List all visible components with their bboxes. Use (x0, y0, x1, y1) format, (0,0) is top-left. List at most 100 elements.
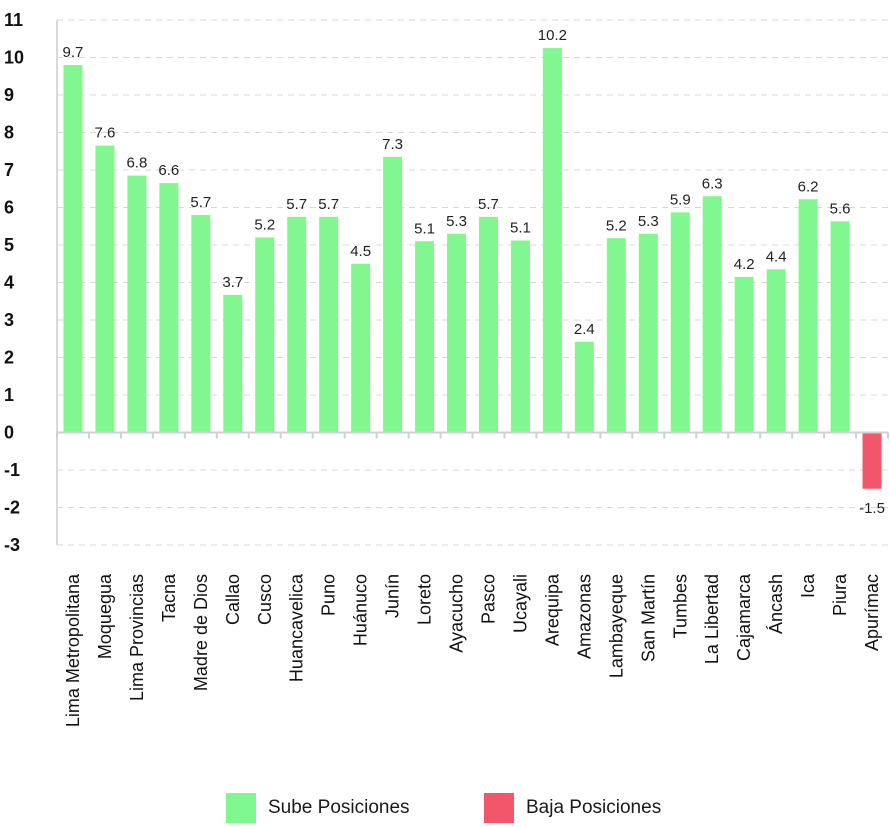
x-tick-label: Arequipa (542, 573, 562, 646)
x-tick-label: Lima Provincias (127, 574, 147, 701)
x-tick-label: Madre de Dios (191, 574, 211, 691)
bar (223, 294, 243, 433)
data-label: 5.7 (478, 196, 499, 213)
x-tick-label: Áncash (766, 574, 786, 634)
y-tick-label: 6 (4, 198, 14, 218)
bar (670, 212, 690, 433)
x-tick-label: Huancavelica (287, 573, 307, 682)
y-tick-label: 10 (4, 48, 24, 68)
bar (734, 276, 754, 433)
data-label: 5.3 (446, 213, 467, 230)
legend-swatch-sube (226, 793, 256, 823)
bar (127, 175, 147, 433)
bar (415, 241, 435, 433)
x-tick-label: Moquegua (95, 573, 115, 659)
y-tick-label: 8 (4, 123, 14, 143)
data-label: 6.8 (126, 155, 147, 172)
y-tick-label: -3 (4, 535, 20, 555)
x-tick-label: La Libertad (702, 574, 722, 664)
bar (319, 216, 339, 433)
data-label: 5.3 (638, 213, 659, 230)
data-label: 5.7 (318, 196, 339, 213)
bar (574, 341, 594, 433)
x-tick-label: Lambayeque (606, 574, 626, 678)
data-label: 6.3 (702, 175, 723, 192)
x-tick-label: Apurímac (862, 574, 882, 651)
bar (478, 216, 498, 433)
x-tick-label: Amazonas (574, 574, 594, 659)
x-tick-label: Ica (798, 573, 818, 598)
data-label: 5.7 (190, 194, 211, 211)
legend: Sube Posiciones Baja Posiciones (0, 790, 890, 826)
legend-item-sube: Sube Posiciones (226, 790, 410, 826)
data-label: 2.4 (574, 321, 595, 338)
x-tick-label: Cusco (255, 574, 275, 625)
data-label: 5.2 (606, 217, 627, 234)
data-label: 5.1 (510, 220, 531, 237)
legend-label-baja: Baja Posiciones (526, 797, 662, 818)
data-label: -1.5 (859, 500, 885, 517)
x-tick-label: Junín (383, 574, 403, 618)
bar (766, 269, 786, 433)
bar (447, 233, 467, 433)
x-tick-label: Puno (319, 574, 339, 616)
data-label: 6.6 (158, 162, 179, 179)
data-label: 5.1 (414, 220, 435, 237)
y-tick-label: 0 (4, 423, 14, 443)
bar (159, 183, 179, 433)
bar (351, 263, 371, 433)
bar (638, 233, 658, 433)
x-tick-label: Tumbes (670, 574, 690, 638)
bar (830, 221, 850, 433)
data-label: 5.2 (254, 217, 275, 234)
y-tick-label: 9 (4, 85, 14, 105)
data-label: 10.2 (538, 27, 567, 44)
data-label: 7.3 (382, 136, 403, 153)
y-tick-label: 3 (4, 310, 14, 330)
data-label: 5.9 (670, 191, 691, 208)
bar (191, 215, 211, 433)
data-label: 5.7 (286, 196, 307, 213)
x-tick-label: Loreto (415, 574, 435, 625)
y-tick-label: -2 (4, 498, 20, 518)
bar (542, 48, 562, 433)
bar (383, 156, 403, 433)
bar (95, 145, 115, 433)
x-tick-label: Ucayali (510, 574, 530, 633)
data-label: 9.7 (63, 44, 84, 61)
data-label: 3.7 (222, 274, 243, 291)
data-label: 6.2 (798, 178, 819, 195)
data-label: 4.2 (734, 256, 755, 273)
x-tick-label: Tacna (159, 573, 179, 622)
bar (606, 238, 626, 433)
bar (287, 216, 307, 433)
data-label: 7.6 (95, 125, 116, 142)
bar (702, 196, 722, 433)
bar (862, 432, 882, 489)
y-tick-label: 11 (4, 10, 23, 30)
y-tick-label: 1 (4, 385, 14, 405)
bar (255, 237, 275, 433)
y-tick-label: -1 (4, 460, 20, 480)
x-tick-label: San Martín (638, 574, 658, 662)
bar (63, 65, 83, 433)
data-label: 4.5 (350, 243, 371, 260)
y-tick-label: 4 (4, 273, 14, 293)
legend-label-sube: Sube Posiciones (268, 797, 410, 818)
x-tick-label: Pasco (478, 574, 498, 624)
y-tick-label: 7 (4, 160, 14, 180)
y-tick-label: 5 (4, 235, 14, 255)
legend-item-baja: Baja Posiciones (484, 790, 661, 826)
data-label: 4.4 (766, 248, 787, 265)
x-tick-label: Ayacucho (447, 574, 467, 653)
y-tick-label: 2 (4, 348, 14, 368)
x-tick-label: Cajamarca (734, 573, 754, 661)
legend-swatch-baja (484, 793, 514, 823)
x-tick-label: Callao (223, 574, 243, 625)
bar (798, 199, 818, 433)
data-label: 5.6 (830, 200, 851, 217)
x-tick-label: Piura (830, 573, 850, 616)
x-tick-label: Huánuco (351, 574, 371, 646)
bar (510, 240, 530, 433)
